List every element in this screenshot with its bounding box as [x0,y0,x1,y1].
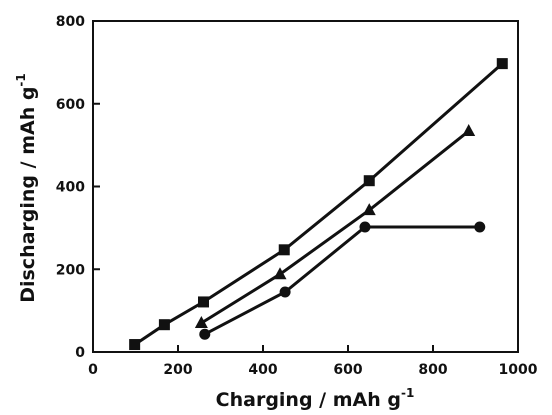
data-point-square [158,319,170,331]
data-point-square [278,244,290,256]
y-tick-label: 0 [75,345,85,361]
series-triangle [194,124,476,329]
data-point-circle [199,328,211,340]
x-tick-label: 600 [333,362,362,378]
series-circle [199,221,486,340]
data-point-circle [359,221,371,233]
y-tick-label: 800 [56,14,85,30]
series-line-circle [204,225,480,336]
series-line-triangle [200,129,470,325]
data-point-triangle [362,203,376,216]
data-point-square [129,339,141,351]
x-tick-label: 0 [88,362,98,378]
data-point-triangle [462,124,476,137]
x-tick-label: 200 [163,362,192,378]
x-axis-ticks: 0 200 400 600 800 1000 [88,345,538,378]
x-tick-label: 1000 [499,362,538,378]
x-tick-label: 400 [248,362,277,378]
x-axis-title-superscript: -1 [401,386,414,400]
y-tick-label: 200 [56,262,85,278]
x-axis-title: Charging / mAh g-1 [216,386,415,411]
data-point-triangle [194,316,208,329]
y-tick-label: 600 [56,97,85,113]
data-point-square [496,58,508,70]
y-tick-label: 400 [56,180,85,196]
data-point-triangle [273,267,287,280]
data-point-circle [474,221,486,233]
data-point-square [198,296,209,308]
y-axis-title-superscript: -1 [14,73,28,86]
y-axis-title: Discharging / mAh g-1 [14,73,39,303]
series-layer [129,58,508,351]
series-square [129,58,508,351]
data-point-square [363,175,375,187]
x-axis-title-text: Charging / mAh g [216,389,401,411]
x-tick-label: 800 [418,362,447,378]
y-axis-ticks: 0 200 400 600 800 [56,14,100,361]
series-line-square [133,62,504,346]
plot-frame [92,20,519,353]
data-point-circle [279,286,291,298]
y-axis-title-text: Discharging / mAh g [17,87,39,303]
